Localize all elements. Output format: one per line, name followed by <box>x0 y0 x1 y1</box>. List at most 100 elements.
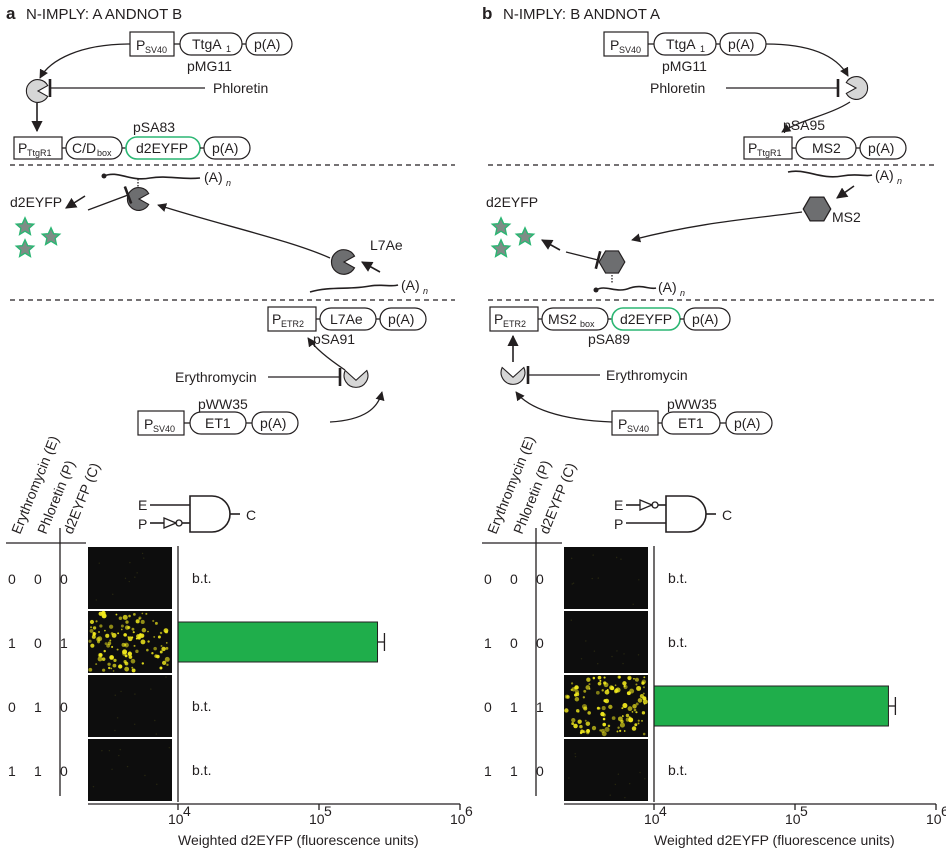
fluorescent-cell <box>91 634 96 639</box>
fluorescent-cell <box>622 681 627 686</box>
fluorescent-cell <box>115 613 118 616</box>
fluorescent-cell <box>571 722 575 726</box>
fluorescent-cell <box>619 729 622 733</box>
psa91-label: pSA91 <box>313 331 355 347</box>
fluorescent-cell <box>138 617 141 620</box>
truth-cell: 1 <box>34 763 42 779</box>
ttga-label: TtgA <box>666 36 696 52</box>
ttga-subscript: 1 <box>700 44 705 54</box>
fluorescent-cell <box>614 684 617 687</box>
pa-label: p(A) <box>868 140 894 156</box>
fluorescent-cell <box>114 729 116 732</box>
pww35-construct-a: pWW35 P SV40 ET1 p(A) <box>137 396 299 436</box>
fluorescent-cell <box>600 711 605 717</box>
fluorescent-cell <box>124 625 130 630</box>
truth-cell: 0 <box>34 571 42 587</box>
fluorescent-cell <box>95 663 98 666</box>
erythromycin-label-b: Erythromycin <box>606 367 688 383</box>
fluorescent-cell <box>153 635 156 638</box>
fluorescent-cell <box>627 706 633 712</box>
fluorescent-cell <box>628 717 634 723</box>
fluorescent-cell <box>159 631 163 635</box>
fluorescent-cell <box>638 579 640 581</box>
fluorescent-cell <box>623 730 626 732</box>
fluorescent-cell <box>614 783 617 786</box>
fluorescent-cell <box>607 724 611 728</box>
gate-output-label: C <box>722 507 732 523</box>
fluorescent-cell <box>574 689 580 695</box>
fluorescent-cell <box>116 717 119 719</box>
fluorescent-cell <box>112 670 115 672</box>
x-tick-label: 10 <box>644 811 660 827</box>
sv40-subscript: SV40 <box>627 424 649 434</box>
x-tick-exponent: 4 <box>659 803 667 819</box>
fluorescent-cell <box>611 716 616 720</box>
sv40-subscript: SV40 <box>145 45 167 55</box>
and-gate-icon <box>189 495 231 533</box>
polya-tail-label: (A) <box>875 167 894 183</box>
fluorescent-cell <box>157 635 161 639</box>
fluorescent-cell <box>642 686 645 689</box>
fluorescent-cell <box>144 774 146 777</box>
pmg11-construct-b: P SV40 TtgA 1 p(A) pMG11 <box>603 31 767 74</box>
fluorescent-cell <box>591 725 597 731</box>
ttga-protein-icon <box>25 79 49 103</box>
fluorescent-cell <box>602 722 607 727</box>
fluorescent-cell <box>131 627 135 631</box>
truth-cell: 0 <box>60 699 68 715</box>
ttga-subscript: 1 <box>226 44 231 54</box>
fluorescent-cell <box>89 619 95 625</box>
l7ae-gene-label: L7Ae <box>330 311 363 327</box>
fluorescent-cell <box>156 783 158 786</box>
fluorescent-cell <box>597 675 602 680</box>
pa-label: p(A) <box>388 311 414 327</box>
ttgr1-label: P <box>18 140 27 156</box>
microscopy-image <box>88 547 172 609</box>
fluorescent-cell <box>146 648 149 652</box>
sv40-label: P <box>136 37 145 53</box>
polya-tail-label: (A) <box>204 169 223 185</box>
fluorescent-cell <box>572 582 575 584</box>
fluorescent-cell <box>593 650 596 652</box>
x-axis-label: Weighted d2EYFP (fluorescence units) <box>654 832 895 848</box>
fluorescent-cell <box>571 717 576 723</box>
microscopy-image <box>564 739 648 801</box>
fluorescent-cell <box>642 732 646 736</box>
fluorescent-cell <box>628 782 631 785</box>
fluorescent-cell <box>642 699 648 705</box>
below-threshold-label: b.t. <box>668 762 687 778</box>
fluorescent-cell <box>604 726 610 733</box>
fluorescent-cell <box>161 646 166 652</box>
d2eyfp-protein-label-a: d2EYFP <box>10 194 62 210</box>
fluorescent-cell <box>102 668 106 672</box>
fluorescent-cell <box>117 632 120 635</box>
fluorescent-cell <box>617 726 620 729</box>
truth-cell: 1 <box>510 699 518 715</box>
fluorescent-cell <box>632 603 634 606</box>
truth-cell: 0 <box>536 571 544 587</box>
fluorescent-cell <box>98 631 100 634</box>
microscopy-image <box>88 611 172 673</box>
l7ae-label: L7Ae <box>370 237 403 253</box>
fluorescent-cell <box>135 637 138 640</box>
truth-cell: 1 <box>8 635 16 651</box>
fluorescent-cell <box>143 557 145 559</box>
fluorescent-cell <box>159 650 163 654</box>
fluorescent-cell <box>586 677 591 682</box>
fluorescent-cell <box>619 722 625 728</box>
x-axis-label: Weighted d2EYFP (fluorescence units) <box>178 832 419 848</box>
fluorescent-cell <box>570 619 573 621</box>
etr2-subscript: ETR2 <box>281 319 304 329</box>
mrna-strand <box>309 284 399 293</box>
x-tick-exponent: 6 <box>465 803 473 819</box>
phloretin-label-b: Phloretin <box>650 80 705 96</box>
fluorescent-cell <box>165 641 168 644</box>
fluorescent-cell <box>118 754 120 757</box>
truth-cell: 1 <box>536 699 544 715</box>
fluorescent-cell <box>603 699 607 703</box>
truth-cell: 0 <box>60 571 68 587</box>
fluorescent-cell <box>163 628 169 633</box>
truth-cell: 0 <box>536 635 544 651</box>
fluorescent-cell <box>574 685 579 690</box>
below-threshold-label: b.t. <box>668 634 687 650</box>
